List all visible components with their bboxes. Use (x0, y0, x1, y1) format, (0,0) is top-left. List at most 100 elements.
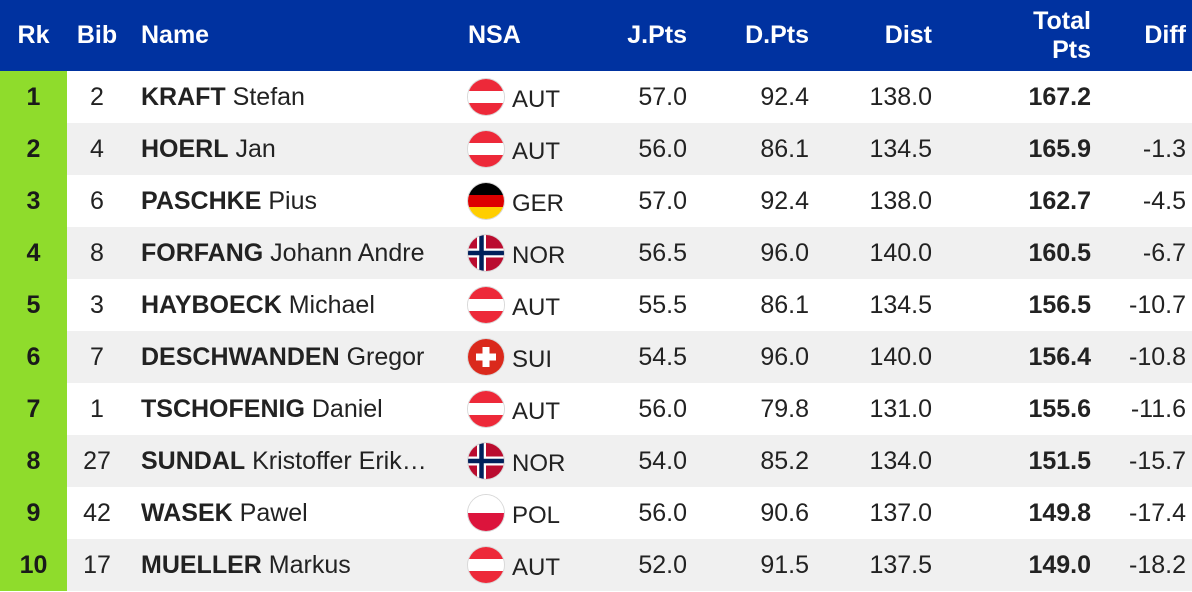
nsa-code: POL (512, 502, 561, 529)
nsa-code: SUI (512, 346, 553, 373)
nsa-cell: POL (468, 487, 598, 539)
nsa-code: AUT (512, 398, 560, 425)
nsa-cell: AUT (468, 279, 598, 331)
athlete-last-name: PASCHKE (141, 186, 262, 215)
athlete-last-name: DESCHWANDEN (141, 342, 340, 371)
header-distance[interactable]: Dist (884, 21, 932, 49)
athlete-first-name: Michael (288, 290, 375, 319)
distance-cell: 138.0 (869, 186, 932, 215)
table-row[interactable]: 5 3 HAYBOECK Michael AUT 55.5 86.1 134.5 156.5 -… (0, 279, 1192, 331)
athlete-last-name: WASEK (141, 498, 233, 527)
bib-cell: 6 (90, 186, 104, 215)
athlete-name-cell[interactable]: HAYBOECK Michael (141, 279, 451, 331)
distance-cell: 134.0 (869, 446, 932, 475)
table-row[interactable]: 2 4 HOERL Jan AUT 56.0 86.1 134.5 165.9 -1.3 (0, 123, 1192, 175)
athlete-name-cell[interactable]: DESCHWANDEN Gregor (141, 331, 451, 383)
diff-cell: -1.3 (1142, 134, 1186, 163)
jump-points-cell: 56.0 (638, 134, 687, 163)
total-points-cell: 156.4 (1028, 342, 1091, 371)
athlete-name-cell[interactable]: KRAFT Stefan (141, 71, 451, 123)
jump-points-cell: 54.5 (638, 342, 687, 371)
header-nsa[interactable]: NSA (468, 21, 521, 49)
nsa-code: AUT (512, 554, 560, 581)
athlete-last-name: FORFANG (141, 238, 264, 267)
rank-cell: 9 (0, 487, 67, 539)
header-distance-points[interactable]: D.Pts (745, 21, 809, 49)
athlete-name-cell[interactable]: HOERL Jan (141, 123, 451, 175)
nsa-code: AUT (512, 86, 560, 113)
athlete-name-cell[interactable]: SUNDAL Kristoffer Erik… (141, 435, 451, 487)
table-row[interactable]: 9 42 WASEK Pawel POL 56.0 90.6 137.0 149.8 -17.4 (0, 487, 1192, 539)
athlete-first-name: Kristoffer Erik… (252, 446, 427, 475)
diff-cell: -11.6 (1130, 394, 1186, 423)
distance-cell: 137.5 (869, 550, 932, 579)
nsa-cell: AUT (468, 383, 598, 435)
table-row[interactable]: 10 17 MUELLER Markus AUT 52.0 91.5 137.5 149.0 -… (0, 539, 1192, 591)
athlete-name-cell[interactable]: WASEK Pawel (141, 487, 451, 539)
header-jump-points[interactable]: J.Pts (627, 21, 687, 49)
athlete-name-cell[interactable]: MUELLER Markus (141, 539, 451, 591)
distance-cell: 140.0 (869, 238, 932, 267)
table-row[interactable]: 6 7 DESCHWANDEN Gregor SUI 54.5 96.0 140.0 156.… (0, 331, 1192, 383)
austria-flag-icon (468, 287, 504, 323)
jump-points-cell: 56.5 (638, 238, 687, 267)
jump-points-cell: 56.0 (638, 394, 687, 423)
table-row[interactable]: 4 8 FORFANG Johann Andre NOR 56.5 96.0 140.0 16… (0, 227, 1192, 279)
table-header: Rk Bib Name NSA J.Pts D.Pts Dist Total P… (0, 0, 1192, 71)
diff-cell (1110, 71, 1186, 123)
rank-cell: 4 (0, 227, 67, 279)
table-row[interactable]: 7 1 TSCHOFENIG Daniel AUT 56.0 79.8 131.0 155.6… (0, 383, 1192, 435)
athlete-name-cell[interactable]: FORFANG Johann Andre (141, 227, 451, 279)
distance-points-cell: 92.4 (760, 186, 809, 215)
poland-flag-icon (468, 495, 504, 531)
norway-flag-icon (468, 235, 504, 271)
total-points-cell: 156.5 (1028, 290, 1091, 319)
bib-cell: 7 (90, 342, 104, 371)
nsa-code: AUT (512, 138, 560, 165)
athlete-first-name: Markus (268, 550, 351, 579)
jump-points-cell: 57.0 (638, 186, 687, 215)
diff-cell: -17.4 (1129, 498, 1186, 527)
distance-cell: 134.5 (869, 290, 932, 319)
diff-cell: -10.7 (1129, 290, 1186, 319)
diff-cell: -6.7 (1142, 238, 1186, 267)
table-row[interactable]: 8 27 SUNDAL Kristoffer Erik… NOR 54.0 85.2 134… (0, 435, 1192, 487)
athlete-last-name: SUNDAL (141, 446, 246, 475)
nsa-code: GER (512, 190, 565, 217)
header-total-points[interactable]: Total Pts (990, 0, 1091, 71)
bib-cell: 4 (90, 134, 104, 163)
rank-cell: 10 (0, 539, 67, 591)
athlete-first-name: Daniel (311, 394, 383, 423)
distance-points-cell: 96.0 (760, 238, 809, 267)
distance-cell: 134.5 (869, 134, 932, 163)
austria-flag-icon (468, 547, 504, 583)
switzerland-flag-icon (468, 339, 504, 375)
austria-flag-icon (468, 391, 504, 427)
total-points-cell: 149.0 (1028, 550, 1091, 579)
distance-points-cell: 92.4 (760, 82, 809, 111)
athlete-first-name: Gregor (346, 342, 425, 371)
nsa-cell: AUT (468, 539, 598, 591)
rank-cell: 8 (0, 435, 67, 487)
athlete-name-cell[interactable]: PASCHKE Pius (141, 175, 451, 227)
header-diff[interactable]: Diff (1144, 21, 1186, 49)
table-row[interactable]: 1 2 KRAFT Stefan AUT 57.0 92.4 138.0 167.2 (0, 71, 1192, 123)
athlete-name-cell[interactable]: TSCHOFENIG Daniel (141, 383, 451, 435)
diff-cell: -15.7 (1129, 446, 1186, 475)
distance-cell: 138.0 (869, 82, 932, 111)
jump-points-cell: 57.0 (638, 82, 687, 111)
diff-cell: -4.5 (1142, 186, 1186, 215)
table-row[interactable]: 3 6 PASCHKE Pius GER 57.0 92.4 138.0 162.7 -4.5 (0, 175, 1192, 227)
germany-flag-icon (468, 183, 504, 219)
header-total-line2: Pts (1052, 35, 1091, 64)
header-rank[interactable]: Rk (17, 21, 50, 49)
diff-cell: -10.8 (1129, 342, 1186, 371)
bib-cell: 3 (90, 290, 104, 319)
athlete-last-name: HAYBOECK (141, 290, 282, 319)
distance-cell: 131.0 (869, 394, 932, 423)
total-points-cell: 165.9 (1028, 134, 1091, 163)
athlete-first-name: Pawel (239, 498, 308, 527)
header-bib[interactable]: Bib (76, 21, 118, 49)
bib-cell: 42 (83, 498, 111, 527)
header-name[interactable]: Name (141, 21, 210, 49)
